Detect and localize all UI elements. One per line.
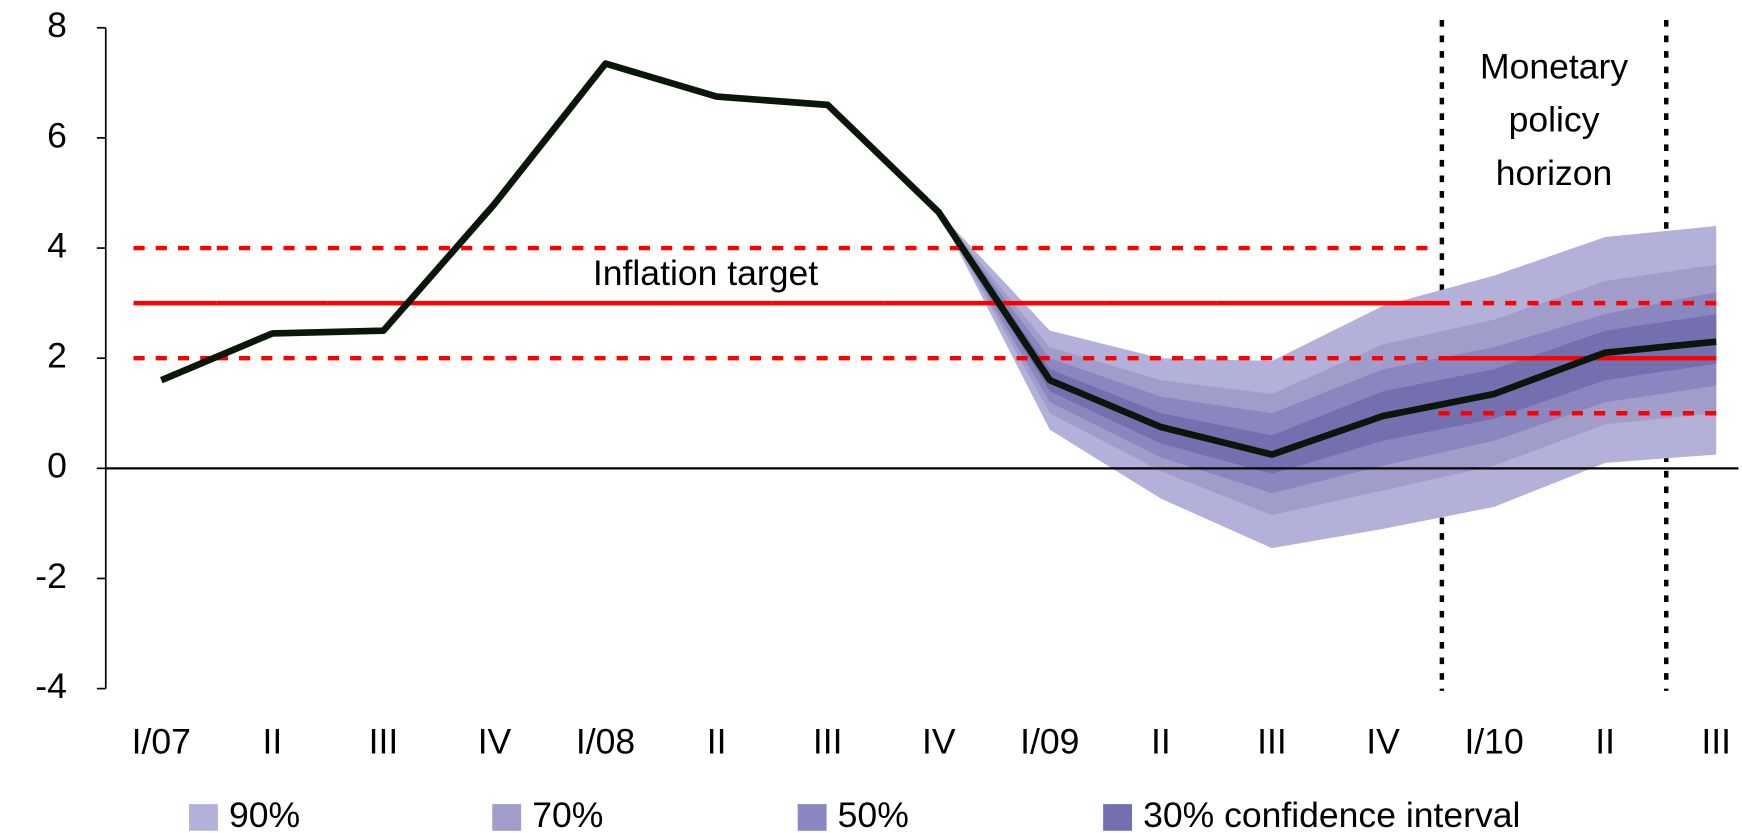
horizon-label: horizon — [1496, 153, 1613, 193]
x-tick-label: II — [1151, 722, 1171, 762]
x-tick-label: I/10 — [1464, 722, 1523, 762]
x-tick-label: I/07 — [132, 722, 191, 762]
y-tick-label: 0 — [47, 446, 67, 486]
x-tick-label: III — [1701, 722, 1731, 762]
y-tick-label: 6 — [47, 115, 67, 155]
x-tick-label: III — [1257, 722, 1287, 762]
x-tick-label: II — [707, 722, 727, 762]
x-tick-label: I/09 — [1020, 722, 1079, 762]
legend-label: 70% — [532, 795, 603, 833]
legend-label: 30% confidence interval — [1143, 795, 1520, 833]
x-tick-label: III — [369, 722, 399, 762]
y-tick-label: 8 — [47, 5, 67, 45]
x-tick-label: IV — [478, 722, 512, 762]
y-tick-label: -4 — [35, 666, 67, 706]
horizon-label: Monetary — [1480, 46, 1628, 86]
x-tick-label: I/08 — [576, 722, 635, 762]
x-tick-label: II — [1595, 722, 1615, 762]
inflation-line — [159, 60, 1717, 458]
x-tick-label: II — [262, 722, 282, 762]
legend-swatch — [1103, 804, 1133, 831]
x-tick-label: III — [813, 722, 843, 762]
legend-swatch — [492, 804, 522, 831]
target-label: Inflation target — [593, 253, 818, 293]
legend-label: 90% — [229, 795, 300, 833]
y-tick-label: -2 — [35, 556, 67, 596]
confidence-band — [938, 212, 1717, 474]
x-tick-label: IV — [922, 722, 956, 762]
legend-swatch — [797, 804, 827, 831]
y-tick-label: 4 — [47, 225, 67, 265]
legend-swatch — [189, 804, 218, 831]
y-tick-label: 2 — [47, 336, 67, 376]
legend-label: 50% — [838, 795, 909, 833]
x-tick-label: IV — [1366, 722, 1400, 762]
horizon-label: policy — [1509, 100, 1600, 140]
